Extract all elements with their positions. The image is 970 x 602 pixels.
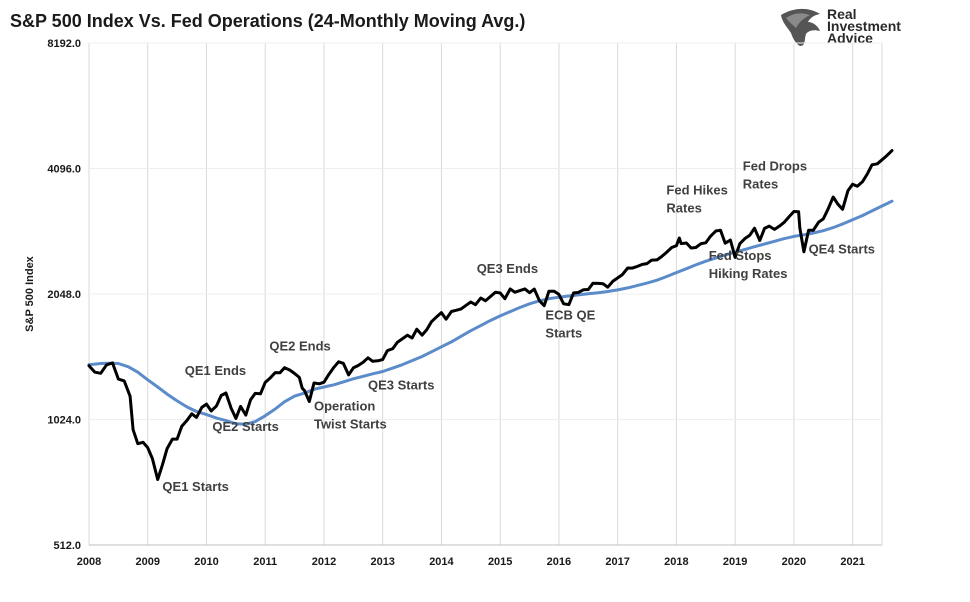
grid: [88, 42, 883, 545]
annotations: QE1 Starts QE1 Ends QE2 Starts QE2 Ends Oper…: [162, 159, 875, 494]
annotation: QE4 Starts: [809, 242, 875, 257]
chart-title: S&P 500 Index Vs. Fed Operations (24-Mon…: [10, 11, 525, 31]
y-tick-label: 4096.0: [47, 164, 81, 176]
x-tick-label: 2015: [488, 556, 512, 568]
annotation: Fed Hikes Rates: [666, 182, 727, 215]
eagle-head-icon: [781, 8, 820, 47]
x-tick-label: 2014: [429, 556, 454, 568]
x-tick-label: 2012: [312, 556, 336, 568]
x-tick-label: 2016: [547, 556, 571, 568]
x-tick-label: 2018: [664, 556, 688, 568]
y-tick-label: 512.0: [53, 540, 81, 552]
x-tick-label: 2010: [194, 556, 218, 568]
x-tick-label: 2011: [253, 556, 277, 568]
series-line-moving-avg: [87, 199, 894, 426]
annotation: QE1 Ends: [185, 363, 246, 378]
y-axis: 512.0 1024.0 2048.0 4096.0 8192.0: [47, 38, 81, 552]
x-axis: 2008 2009 2010 2011 2012 2013 2014 2015 2016 2017…: [77, 544, 882, 568]
annotation: Fed Stops Hiking Rates: [709, 248, 788, 281]
annotation: QE1 Starts: [162, 479, 228, 494]
x-tick-label: 2021: [840, 556, 864, 568]
annotation: Operation Twist Starts: [314, 399, 387, 432]
annotation: QE3 Ends: [477, 261, 538, 276]
annotation: ECB QE Starts: [545, 307, 595, 340]
series: [87, 149, 894, 481]
logo-text-line3: Advice: [827, 30, 873, 46]
logo-text-line1: Real: [827, 6, 857, 22]
annotation: Fed Drops Rates: [743, 159, 807, 192]
x-tick-label: 2017: [605, 556, 629, 568]
x-tick-label: 2008: [77, 556, 101, 568]
y-tick-label: 2048.0: [47, 289, 81, 301]
annotation: QE2 Ends: [269, 338, 330, 353]
x-tick-label: 2019: [723, 556, 747, 568]
logo-text-line2: Investment: [827, 18, 901, 34]
x-tick-label: 2020: [782, 556, 806, 568]
y-tick-label: 1024.0: [47, 415, 81, 427]
series-line-sp500: [87, 149, 894, 481]
y-axis-label: S&P 500 Index: [24, 255, 36, 331]
x-tick-label: 2013: [370, 556, 394, 568]
x-tick-label: 2009: [135, 556, 159, 568]
logo: Real Investment Advice: [781, 6, 901, 47]
annotation: QE3 Starts: [368, 377, 434, 392]
y-tick-label: 8192.0: [47, 38, 81, 50]
annotation: QE2 Starts: [212, 419, 278, 434]
